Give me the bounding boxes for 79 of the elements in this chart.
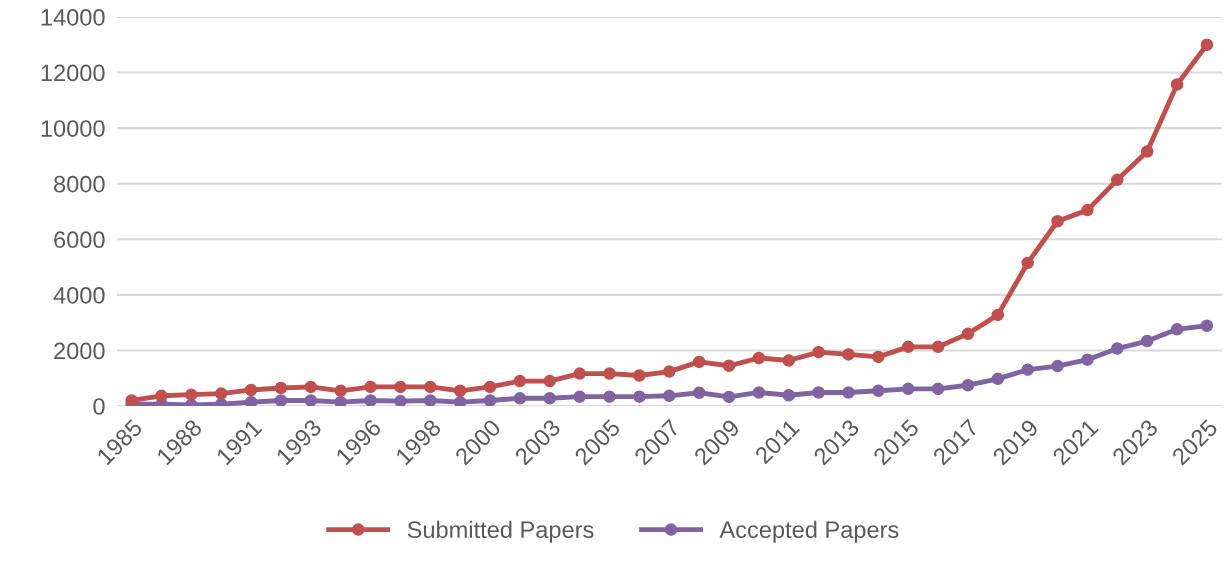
point xyxy=(1111,173,1124,187)
y-tick-label: 2000 xyxy=(54,342,105,360)
point xyxy=(334,384,347,398)
point xyxy=(543,374,557,388)
point xyxy=(453,395,467,407)
y-tick-label: 10000 xyxy=(41,120,105,137)
point xyxy=(901,382,915,396)
point xyxy=(1140,145,1154,158)
point xyxy=(1081,203,1094,217)
point xyxy=(1051,359,1064,373)
point xyxy=(782,354,795,367)
point xyxy=(543,392,557,405)
point xyxy=(663,389,676,403)
point xyxy=(633,369,646,382)
y-tick-label: 14000 xyxy=(41,8,105,26)
point xyxy=(961,327,975,341)
legend-label: Accepted Papers xyxy=(719,520,899,543)
point xyxy=(1170,323,1184,336)
point xyxy=(961,378,975,392)
point xyxy=(453,384,467,398)
point xyxy=(1081,353,1094,366)
point xyxy=(692,386,706,399)
point xyxy=(244,395,258,407)
point xyxy=(663,365,676,378)
point xyxy=(991,372,1005,386)
point xyxy=(812,345,825,359)
point xyxy=(901,340,915,354)
y-tick-label: 4000 xyxy=(53,286,105,304)
point xyxy=(722,390,736,404)
point xyxy=(842,386,855,399)
point xyxy=(782,388,795,402)
point xyxy=(334,395,347,407)
point xyxy=(424,380,437,394)
point xyxy=(304,394,318,407)
point xyxy=(842,348,855,361)
point xyxy=(573,390,586,403)
point xyxy=(752,351,766,365)
point xyxy=(483,394,497,407)
point xyxy=(274,394,288,407)
point xyxy=(1140,334,1154,348)
point xyxy=(931,382,945,396)
point xyxy=(633,390,646,403)
point xyxy=(752,386,766,399)
legend-label: Submitted Papers xyxy=(407,520,594,543)
point xyxy=(1200,38,1214,51)
point xyxy=(424,394,437,407)
point xyxy=(214,387,228,400)
point xyxy=(1021,256,1034,270)
point xyxy=(394,380,407,394)
point xyxy=(722,359,736,373)
point xyxy=(513,374,527,388)
point xyxy=(304,380,318,394)
point xyxy=(483,380,497,394)
point xyxy=(185,388,198,401)
point xyxy=(1111,342,1124,355)
point xyxy=(991,308,1005,322)
y-tick-label: 12000 xyxy=(41,64,105,82)
point xyxy=(872,384,885,398)
y-tick-label: 8000 xyxy=(54,175,105,193)
point xyxy=(364,380,377,394)
point xyxy=(573,367,586,380)
y-tick-label: 0 xyxy=(93,398,105,415)
point xyxy=(244,383,258,397)
point xyxy=(603,367,616,380)
point xyxy=(1051,214,1064,228)
point xyxy=(1021,363,1034,376)
point xyxy=(394,394,407,407)
point xyxy=(872,350,885,364)
point xyxy=(274,381,288,395)
point xyxy=(513,392,527,405)
point xyxy=(1200,319,1214,332)
point xyxy=(603,390,616,403)
point xyxy=(812,386,825,399)
point xyxy=(931,340,945,354)
point xyxy=(1170,78,1184,91)
point xyxy=(692,355,706,369)
point xyxy=(364,394,377,407)
y-tick-label: 6000 xyxy=(54,231,105,249)
point xyxy=(155,389,168,403)
